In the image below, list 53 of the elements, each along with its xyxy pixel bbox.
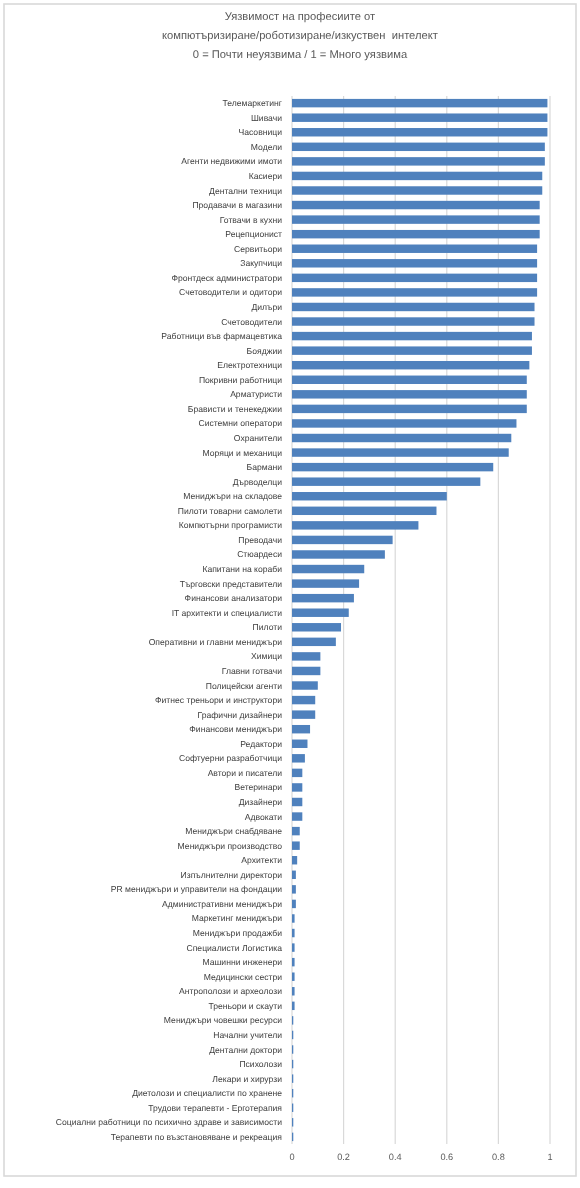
bar xyxy=(292,637,336,647)
bar xyxy=(292,812,303,821)
bar xyxy=(292,666,321,676)
bar xyxy=(292,288,538,297)
bar xyxy=(292,186,543,195)
bar xyxy=(292,652,321,661)
bar xyxy=(292,229,540,239)
bar xyxy=(292,390,527,399)
bar xyxy=(292,317,535,326)
bar xyxy=(292,768,303,778)
bar xyxy=(292,433,512,443)
bar xyxy=(292,448,509,457)
bar xyxy=(292,550,385,559)
bar xyxy=(292,462,494,472)
bar xyxy=(292,710,316,719)
bar xyxy=(292,521,419,530)
bar xyxy=(292,535,393,545)
bar xyxy=(292,259,538,268)
bar xyxy=(292,404,527,414)
bar xyxy=(292,419,517,428)
bar xyxy=(292,739,308,748)
bar xyxy=(292,593,354,603)
bar xyxy=(292,783,303,792)
bar xyxy=(292,360,530,370)
bar xyxy=(292,200,540,210)
bar xyxy=(292,826,300,836)
bar xyxy=(292,157,545,166)
bar xyxy=(292,346,532,355)
bar xyxy=(292,331,532,341)
bar xyxy=(292,579,360,588)
bar xyxy=(292,623,342,632)
bar xyxy=(292,564,365,574)
bar xyxy=(292,171,543,181)
bar xyxy=(292,98,548,108)
bar xyxy=(292,841,300,850)
bar xyxy=(292,215,540,224)
bar xyxy=(292,608,349,617)
bar xyxy=(292,797,303,807)
bar xyxy=(292,128,548,137)
bar xyxy=(292,492,447,501)
bar xyxy=(292,244,538,253)
bar xyxy=(292,695,316,705)
bar xyxy=(292,273,538,283)
bar xyxy=(292,302,535,312)
bar xyxy=(292,506,437,516)
bar xyxy=(292,724,311,734)
bar xyxy=(292,375,527,384)
bar xyxy=(292,681,318,690)
bar xyxy=(292,477,481,486)
bar xyxy=(292,113,548,122)
bar xyxy=(292,856,298,865)
bar xyxy=(292,754,305,763)
bar xyxy=(292,142,545,152)
